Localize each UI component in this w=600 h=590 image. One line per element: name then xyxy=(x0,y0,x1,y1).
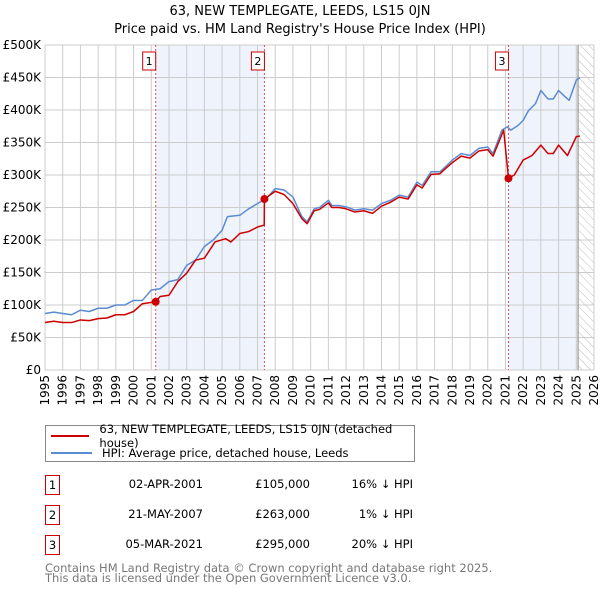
x-tick-label: 2003 xyxy=(180,375,194,406)
x-tick-label: 2009 xyxy=(286,375,300,406)
y-tick-label: £500K xyxy=(3,38,43,52)
sale-label-box xyxy=(250,51,265,71)
x-tick-label: 2025 xyxy=(569,375,583,406)
sale-label: 1 xyxy=(146,55,153,68)
transaction-marker: 2 xyxy=(45,505,60,525)
chart-subtitle: Price paid vs. HM Land Registry's House … xyxy=(114,22,486,37)
footer-licence: This data is licensed under the Open Gov… xyxy=(45,571,412,585)
transaction-price: £295,000 xyxy=(255,537,310,551)
y-tick-label: £200K xyxy=(3,233,43,247)
x-tick-label: 2004 xyxy=(197,375,211,406)
x-tick-label: 2006 xyxy=(233,375,247,406)
x-tick-label: 1998 xyxy=(91,375,105,406)
x-tick-label: 1997 xyxy=(73,375,87,406)
transaction-price: £105,000 xyxy=(255,477,310,491)
x-tick-label: 2010 xyxy=(304,375,318,406)
y-tick-label: £300K xyxy=(3,168,43,182)
transaction-date: 05-MAR-2021 xyxy=(125,537,203,551)
chart-title: 63, NEW TEMPLEGATE, LEEDS, LS15 0JN xyxy=(169,4,431,19)
legend-label-property: 63, NEW TEMPLEGATE, LEEDS, LS15 0JN (det… xyxy=(99,422,393,450)
x-tick-label: 2008 xyxy=(268,375,282,406)
transaction-date: 21-MAY-2007 xyxy=(128,507,203,521)
transaction-price: £263,000 xyxy=(255,507,310,521)
x-tick-label: 2001 xyxy=(144,375,158,406)
y-tick-label: £450K xyxy=(3,71,43,85)
y-tick-label: £400K xyxy=(3,103,43,117)
x-tick-label: 2017 xyxy=(428,375,442,406)
x-tick-label: 2005 xyxy=(215,375,229,406)
transaction-hpi-diff: 1% ↓ HPI xyxy=(358,507,413,521)
x-tick-label: 2013 xyxy=(357,375,371,406)
x-tick-label: 2000 xyxy=(127,375,141,406)
footer-copyright: Contains HM Land Registry data © Crown c… xyxy=(45,561,493,575)
x-tick-label: 2020 xyxy=(481,375,495,406)
x-tick-label: 2023 xyxy=(534,375,548,406)
y-tick-label: £100K xyxy=(3,298,43,312)
legend: 63, NEW TEMPLEGATE, LEEDS, LS15 0JN (det… xyxy=(45,422,415,462)
transaction-marker: 1 xyxy=(45,475,60,495)
legend-label-hpi: HPI: Average price, detached house, Leed… xyxy=(102,446,349,460)
y-tick-label: £250K xyxy=(3,201,43,215)
transaction-date: 02-APR-2001 xyxy=(128,477,203,491)
x-tick-label: 2002 xyxy=(162,375,176,406)
sale-label: 2 xyxy=(254,55,261,68)
transaction-marker: 3 xyxy=(45,535,60,555)
sale-point xyxy=(151,297,160,306)
sale-point xyxy=(504,174,513,183)
series-line-property xyxy=(44,129,580,324)
x-tick-label: 2022 xyxy=(516,375,530,406)
x-tick-label: 2015 xyxy=(392,375,406,406)
x-tick-label: 1999 xyxy=(109,375,123,406)
transaction-row: 3 05-MAR-2021 £295,000 20% ↓ HPI xyxy=(45,535,413,555)
x-tick-label: 2007 xyxy=(251,375,265,406)
legend-swatch-hpi xyxy=(51,452,92,454)
transaction-hpi-diff: 20% ↓ HPI xyxy=(351,537,413,551)
x-tick-label: 2011 xyxy=(321,375,335,406)
x-tick-label: 2012 xyxy=(339,375,353,406)
transaction-hpi-diff: 16% ↓ HPI xyxy=(351,477,413,491)
y-tick-label: £150K xyxy=(3,266,43,280)
x-tick-label: 1995 xyxy=(38,375,52,406)
price-chart: 1995 1996 1997 1998 1999 2000 2001 2002 2003 2004… xyxy=(3,38,600,406)
y-tick-label: £0 xyxy=(26,363,41,377)
y-tick-label: £50K xyxy=(10,331,42,345)
sale-label-box xyxy=(494,51,509,71)
x-tick-label: 2018 xyxy=(445,375,459,406)
series-line-hpi xyxy=(44,76,581,316)
x-tick-label: 2014 xyxy=(374,375,388,406)
sale-label-box xyxy=(142,51,157,71)
transaction-row: 1 02-APR-2001 £105,000 16% ↓ HPI xyxy=(45,475,413,495)
legend-item-property: 63, NEW TEMPLEGATE, LEEDS, LS15 0JN (det… xyxy=(51,422,414,450)
transaction-row: 2 21-MAY-2007 £263,000 1% ↓ HPI xyxy=(45,505,413,525)
x-tick-label: 2024 xyxy=(552,375,566,406)
x-tick-label: 2019 xyxy=(463,375,477,406)
y-tick-label: £350K xyxy=(3,136,43,150)
x-tick-label: 2026 xyxy=(587,375,600,406)
x-tick-label: 2016 xyxy=(410,375,424,406)
x-tick-label: 2021 xyxy=(498,375,512,406)
x-tick-label: 1996 xyxy=(56,375,70,406)
legend-item-hpi: HPI: Average price, detached house, Leed… xyxy=(51,445,349,461)
sale-point xyxy=(260,195,269,204)
legend-swatch-property xyxy=(51,435,90,437)
sale-label: 3 xyxy=(498,55,505,68)
